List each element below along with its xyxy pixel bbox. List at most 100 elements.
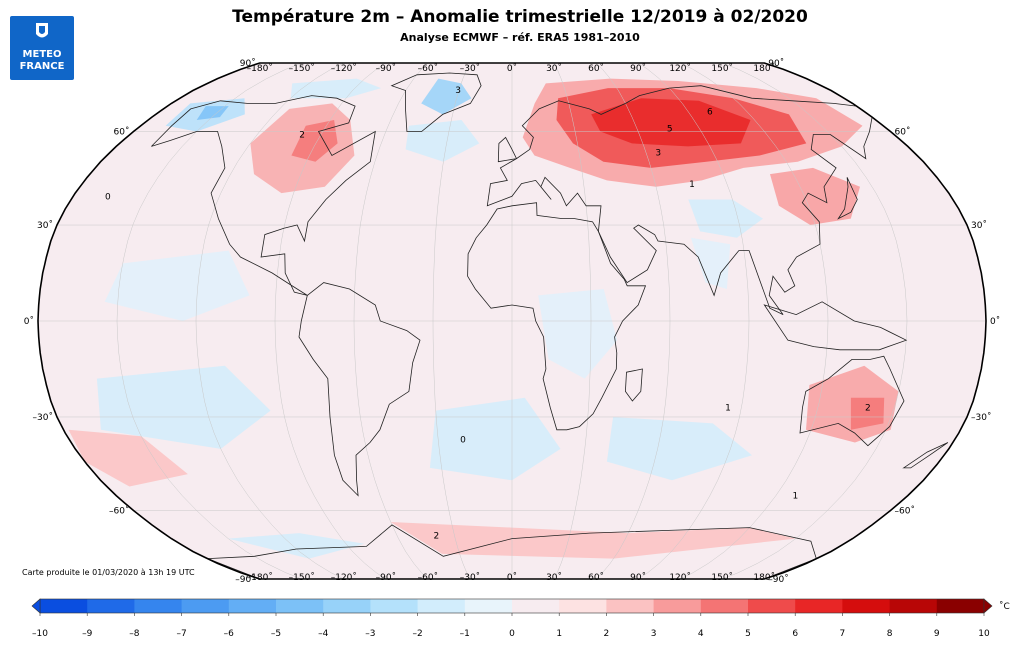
colorbar-segment [606,599,654,613]
colorbar-segment [795,599,843,613]
lon-tick-bottom: 0˚ [507,572,517,583]
colorbar-segment [464,599,513,613]
south-america-outline [298,282,421,497]
meridian-line [595,63,671,579]
tibet-cold-patch [688,199,763,238]
north-america-outline [151,95,376,296]
colorbar-tick-label: –7 [176,629,186,639]
greenland-cold-patch [421,78,472,115]
east-pacific-cold-patch [104,250,250,321]
lat-tick-right: –30˚ [971,412,991,423]
colorbar-max-arrow [983,598,993,614]
antarctic-warm-patch [390,522,796,559]
colorbar-segment [889,599,938,613]
colorbar-segment [181,599,230,613]
lon-tick-bottom: 120˚ [669,572,691,583]
meteo-france-logo-icon [36,23,48,38]
colorbar-tick-label: –1 [460,629,470,639]
canada-warm-core-patch [291,120,338,162]
globe-outline [37,62,987,580]
lon-tick-bottom: –30˚ [460,572,480,583]
colorbar-segment [559,599,607,613]
south-pacific-cold-patch [96,365,271,449]
logo-line-2: FRANCE [19,61,65,72]
colorbar-tick-label: –8 [129,629,140,639]
contour-label: 1 [725,404,731,414]
india-cold-patch [690,237,731,289]
contour-label: 0 [460,436,466,446]
lon-tick-bottom: 30˚ [546,572,562,583]
canada-arctic-cold-patch [290,78,382,99]
colorbar-segment [276,599,324,613]
lon-tick-bottom: –180˚ [247,572,273,583]
meridian-line [553,63,592,579]
contour-label: 0 [105,192,111,202]
lon-tick-top: –60˚ [418,63,438,74]
meridian-line [353,63,429,579]
japan-outline [837,177,858,220]
colorbar-segment [323,599,371,613]
colorbar-tick-label: 5 [745,629,751,639]
lon-tick-bottom: –150˚ [289,572,315,583]
lat-tick-left: –60˚ [109,506,129,517]
colorbar-tick-label: 3 [651,629,657,639]
europe-asia-outline [486,85,873,315]
siberia-warm-peak-patch [591,98,751,147]
colorbar-tick-label: –10 [32,629,48,639]
lat-tick-left: 60˚ [114,126,130,137]
colorbar-tick-label: –3 [365,629,375,639]
lon-tick-bottom: 180˚ [753,572,775,583]
lon-tick-top: –120˚ [331,63,357,74]
lon-tick-top: –90˚ [376,63,396,74]
lon-tick-top: –150˚ [289,63,315,74]
lat-tick-right: –90˚ [768,574,788,585]
lon-tick-top: 180˚ [753,63,775,74]
colorbar-segment [134,599,182,613]
uk-outline [497,136,518,163]
lon-tick-bottom: 90˚ [630,572,646,583]
meridian-line [637,63,750,579]
lat-tick-left: 0˚ [24,316,34,327]
colorbar-segment [936,599,985,613]
colorbar-tick-label: –5 [271,629,281,639]
contour-label: 1 [792,492,798,502]
colorbar-segment [87,599,135,613]
lon-tick-top: –30˚ [460,63,480,74]
colorbar-tick-label: 9 [934,629,940,639]
colorbar-tick-label: 0 [509,629,515,639]
colorbar-unit: ˚C [999,601,1010,612]
meridian-line [195,63,344,579]
production-credit: Carte produite le 01/03/2020 à 13h 19 UT… [22,568,195,577]
contour-label: 6 [707,107,713,117]
lon-tick-bottom: 150˚ [711,572,733,583]
north-atlantic-cold-patch [405,120,480,162]
colorbar-tick-label: 2 [604,629,610,639]
south-atlantic-cold-patch [429,397,561,481]
lat-tick-left: 30˚ [37,220,53,231]
lon-tick-top: –180˚ [247,63,273,74]
meridian-line [274,63,387,579]
logo-line-1: METEO [22,49,62,60]
antarctic-cold-patch [228,533,365,559]
colorbar-segment [512,599,560,613]
lon-tick-top: 150˚ [711,63,733,74]
contour-label: 3 [655,149,661,159]
australia-warm-core-patch [850,397,885,430]
south-pacific-warm-patch [68,429,188,487]
colorbar-segment [40,599,88,613]
lat-tick-right: 60˚ [895,126,911,137]
colorbar-tick-label: –9 [82,629,93,639]
meteo-france-logo: METEO FRANCE [10,16,74,80]
colorbar-segment [653,599,702,613]
lat-tick-right: 30˚ [971,220,987,231]
indonesia-outline [763,301,908,351]
lat-tick-right: 90˚ [768,58,784,69]
colorbar-tick-label: 7 [840,629,846,639]
lat-tick-right: 0˚ [990,316,1000,327]
madagascar-outline [624,368,643,402]
colorbar-tick-label: 6 [792,629,798,639]
lon-tick-top: 60˚ [588,63,604,74]
colorbar-segment [748,599,796,613]
map-title: Température 2m – Anomalie trimestrielle … [232,7,808,27]
